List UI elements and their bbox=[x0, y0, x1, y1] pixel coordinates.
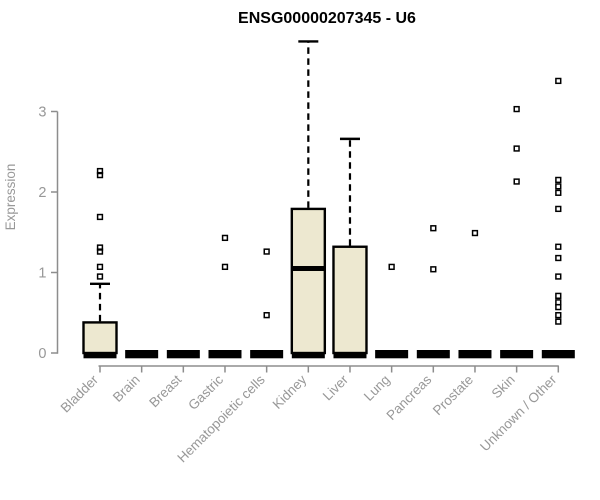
y-axis-label: Expression bbox=[3, 164, 18, 231]
zero-bar bbox=[166, 350, 200, 359]
box-rect bbox=[82, 321, 118, 355]
box-group-kidney bbox=[290, 40, 327, 359]
chart-title: ENSG00000207345 - U6 bbox=[238, 10, 416, 27]
outlier-point bbox=[96, 213, 104, 221]
zero-bar bbox=[416, 350, 450, 359]
x-tick-label-prostate: Prostate bbox=[430, 372, 476, 418]
y-tick-label: 1 bbox=[38, 266, 46, 282]
outlier-point bbox=[555, 243, 562, 250]
zero-bar bbox=[541, 350, 575, 359]
zero-bar bbox=[125, 350, 159, 359]
zero-bar bbox=[500, 350, 534, 359]
box-group-brain bbox=[125, 350, 159, 359]
box-group-gastric bbox=[208, 234, 242, 359]
outlier-point bbox=[221, 263, 229, 271]
y-axis: 0 1 2 3 bbox=[38, 105, 59, 362]
box-group-pancreas bbox=[416, 225, 450, 359]
y-tick-label: 0 bbox=[38, 346, 46, 362]
zero-bar bbox=[458, 350, 492, 359]
outlier-point bbox=[96, 263, 104, 271]
box-group-unknown-other bbox=[541, 77, 575, 359]
box-group-liver bbox=[332, 137, 368, 359]
x-tick-label-brain: Brain bbox=[110, 372, 143, 405]
outlier-point bbox=[430, 225, 437, 232]
y-tick-label: 3 bbox=[38, 105, 46, 121]
zero-bar bbox=[208, 350, 242, 359]
outlier-point bbox=[555, 176, 562, 184]
outlier-point bbox=[555, 318, 562, 325]
zero-bar bbox=[375, 350, 409, 359]
outlier-point bbox=[96, 273, 104, 280]
x-tick-label-liver: Liver bbox=[320, 372, 352, 404]
box-group-bladder bbox=[82, 167, 118, 359]
outlier-point bbox=[221, 234, 229, 242]
outlier-point bbox=[388, 263, 395, 271]
outlier-point bbox=[555, 299, 562, 306]
box-group-hematopoietic-cells bbox=[250, 248, 284, 359]
outlier-point bbox=[555, 292, 562, 299]
outlier-point bbox=[555, 273, 562, 280]
outlier-point bbox=[96, 244, 104, 251]
outlier-point bbox=[96, 171, 104, 179]
outlier-point bbox=[555, 312, 562, 319]
y-tick-label: 2 bbox=[38, 185, 46, 201]
outlier-point bbox=[513, 105, 520, 113]
x-tick-label-unknown-other: Unknown / Other bbox=[477, 372, 560, 455]
outlier-point bbox=[263, 312, 270, 319]
outlier-point bbox=[555, 189, 562, 196]
x-tick-label-skin: Skin bbox=[489, 372, 518, 401]
outlier-point bbox=[96, 248, 104, 255]
outlier-point bbox=[555, 254, 562, 262]
outlier-point bbox=[471, 229, 479, 237]
zero-bar bbox=[250, 350, 284, 359]
outlier-point bbox=[263, 248, 270, 255]
outlier-point bbox=[513, 145, 520, 152]
box-group-prostate bbox=[458, 229, 492, 359]
outlier-point bbox=[430, 266, 437, 273]
x-tick-label-bladder: Bladder bbox=[58, 372, 102, 416]
outlier-point bbox=[96, 167, 104, 175]
x-tick-label-lung: Lung bbox=[361, 372, 393, 404]
x-tick-label-kidney: Kidney bbox=[270, 372, 310, 412]
box-group-breast bbox=[166, 350, 200, 359]
outlier-point bbox=[555, 205, 562, 213]
box-rect bbox=[290, 207, 327, 355]
outlier-point bbox=[513, 178, 520, 185]
x-tick-label-breast: Breast bbox=[146, 372, 184, 410]
x-tick-label-pancreas: Pancreas bbox=[383, 372, 434, 423]
box-group-skin bbox=[500, 105, 534, 359]
outlier-point bbox=[555, 77, 562, 85]
outlier-point bbox=[555, 183, 562, 190]
box-group-lung bbox=[375, 263, 409, 359]
x-tick-label-gastric: Gastric bbox=[185, 372, 226, 413]
box-rect bbox=[332, 245, 368, 355]
